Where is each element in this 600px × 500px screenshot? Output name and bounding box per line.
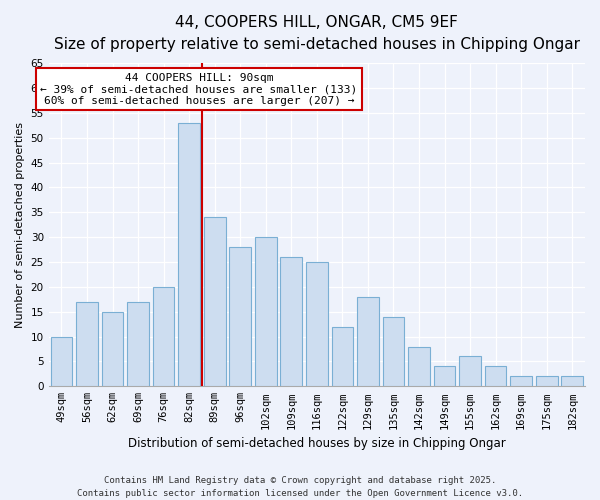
Bar	[178, 123, 200, 386]
Bar	[562, 376, 583, 386]
Bar	[459, 356, 481, 386]
Bar	[101, 312, 124, 386]
Bar	[332, 326, 353, 386]
Bar	[127, 302, 149, 386]
Bar	[204, 217, 226, 386]
Text: 44 COOPERS HILL: 90sqm
← 39% of semi-detached houses are smaller (133)
60% of se: 44 COOPERS HILL: 90sqm ← 39% of semi-det…	[40, 73, 358, 106]
Bar	[255, 237, 277, 386]
Bar	[76, 302, 98, 386]
Bar	[306, 262, 328, 386]
Bar	[485, 366, 506, 386]
Bar	[536, 376, 557, 386]
Bar	[357, 297, 379, 386]
Bar	[434, 366, 455, 386]
Bar	[383, 316, 404, 386]
Y-axis label: Number of semi-detached properties: Number of semi-detached properties	[15, 122, 25, 328]
Title: 44, COOPERS HILL, ONGAR, CM5 9EF
Size of property relative to semi-detached hous: 44, COOPERS HILL, ONGAR, CM5 9EF Size of…	[54, 15, 580, 52]
Bar	[408, 346, 430, 387]
Bar	[229, 247, 251, 386]
X-axis label: Distribution of semi-detached houses by size in Chipping Ongar: Distribution of semi-detached houses by …	[128, 437, 506, 450]
Bar	[153, 287, 175, 386]
Text: Contains HM Land Registry data © Crown copyright and database right 2025.
Contai: Contains HM Land Registry data © Crown c…	[77, 476, 523, 498]
Bar	[280, 257, 302, 386]
Bar	[510, 376, 532, 386]
Bar	[50, 336, 72, 386]
